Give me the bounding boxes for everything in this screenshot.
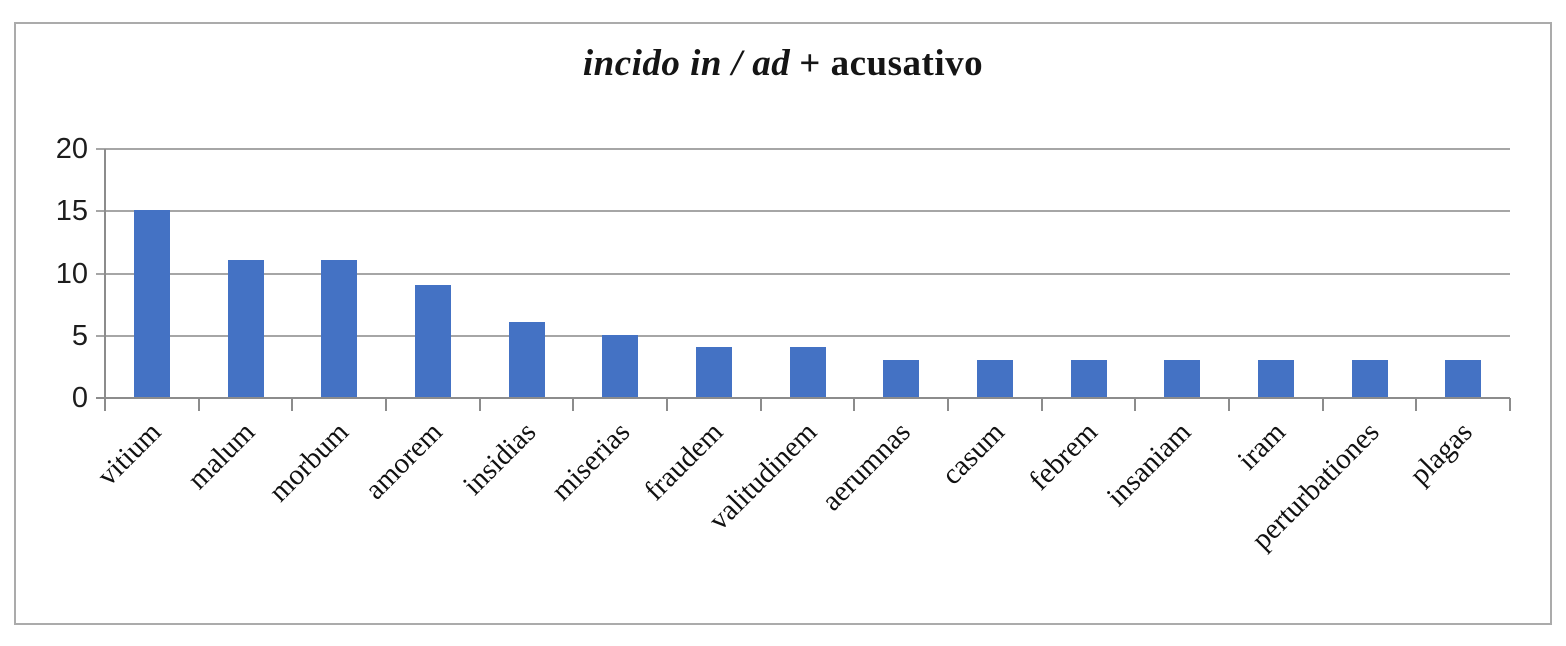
bar-miserias (602, 334, 639, 397)
x-tick-label-insidias: insidias (456, 416, 543, 502)
x-tick-label-fraudem: fraudem (638, 416, 730, 507)
bar-vitium (133, 210, 170, 397)
bar-insidias (508, 322, 545, 397)
bar-fraudem (695, 347, 732, 397)
y-tick-label-5: 5 (71, 319, 88, 352)
x-tick-label-morbum: morbum (262, 416, 355, 509)
bar-iram (1257, 359, 1294, 397)
bar-perturbationes (1351, 359, 1388, 397)
gridline-y-10 (96, 272, 1510, 275)
x-tick-label-miserias: miserias (544, 416, 636, 507)
x-tick-4 (478, 398, 481, 411)
x-tick-11 (1134, 398, 1137, 411)
bar-aerumnas (883, 359, 920, 397)
chart-frame: incido in / ad + acusativo 0 5 10 15 20 vitiu… (14, 22, 1552, 625)
x-tick-label-plagas: plagas (1403, 416, 1479, 492)
x-tick-14 (1415, 398, 1418, 411)
y-tick-label-20: 20 (55, 133, 88, 165)
y-axis-line (104, 149, 106, 411)
x-tick-1 (197, 398, 200, 411)
x-tick-12 (1228, 398, 1230, 411)
gridline-y-15 (96, 210, 1510, 213)
x-axis-line (96, 397, 1510, 399)
x-tick-0 (104, 398, 106, 411)
bar-valitudinem (789, 347, 826, 397)
bar-insaniam (1164, 359, 1201, 397)
x-tick-5 (572, 398, 575, 411)
bar-amorem (414, 284, 451, 397)
x-tick-label-casum: casum (935, 416, 1011, 492)
bar-febrem (1070, 359, 1107, 397)
gridline-y-5 (96, 334, 1510, 337)
x-tick-label-vitium: vitium (91, 416, 168, 493)
plot-area: vitium malum morbum amorem insidias miserias f… (91, 148, 1511, 556)
x-tick-label-malum: malum (181, 416, 262, 496)
bar-morbum (321, 260, 358, 397)
chart-title-suffix: + acusativo (799, 43, 984, 84)
x-tick-10 (1040, 398, 1043, 411)
x-tick-15 (1509, 398, 1511, 411)
bar-plagas (1445, 359, 1482, 397)
x-tick-2 (291, 398, 294, 411)
x-tick-13 (1321, 398, 1324, 411)
y-tick-label-0: 0 (71, 382, 88, 414)
x-tick-label-aerumnas: aerumnas (815, 416, 917, 518)
bar-malum (227, 260, 264, 397)
bar-casum (976, 359, 1013, 397)
x-tick-8 (853, 398, 856, 411)
chart-title-latin-phrase: incido in / ad (582, 43, 791, 84)
x-tick-6 (666, 398, 668, 411)
gridline-y-20 (96, 148, 1510, 150)
x-tick-7 (759, 398, 762, 411)
x-tick-3 (385, 398, 387, 411)
chart-title: incido in / ad + acusativo (16, 42, 1550, 85)
x-tick-label-amorem: amorem (358, 416, 449, 506)
y-tick-label-10: 10 (55, 257, 88, 290)
x-tick-label-iram: iram (1231, 416, 1292, 477)
x-tick-label-insaniam: insaniam (1101, 416, 1198, 513)
x-tick-9 (947, 398, 949, 411)
y-tick-label-15: 15 (55, 195, 88, 228)
x-tick-label-febrem: febrem (1023, 416, 1105, 497)
